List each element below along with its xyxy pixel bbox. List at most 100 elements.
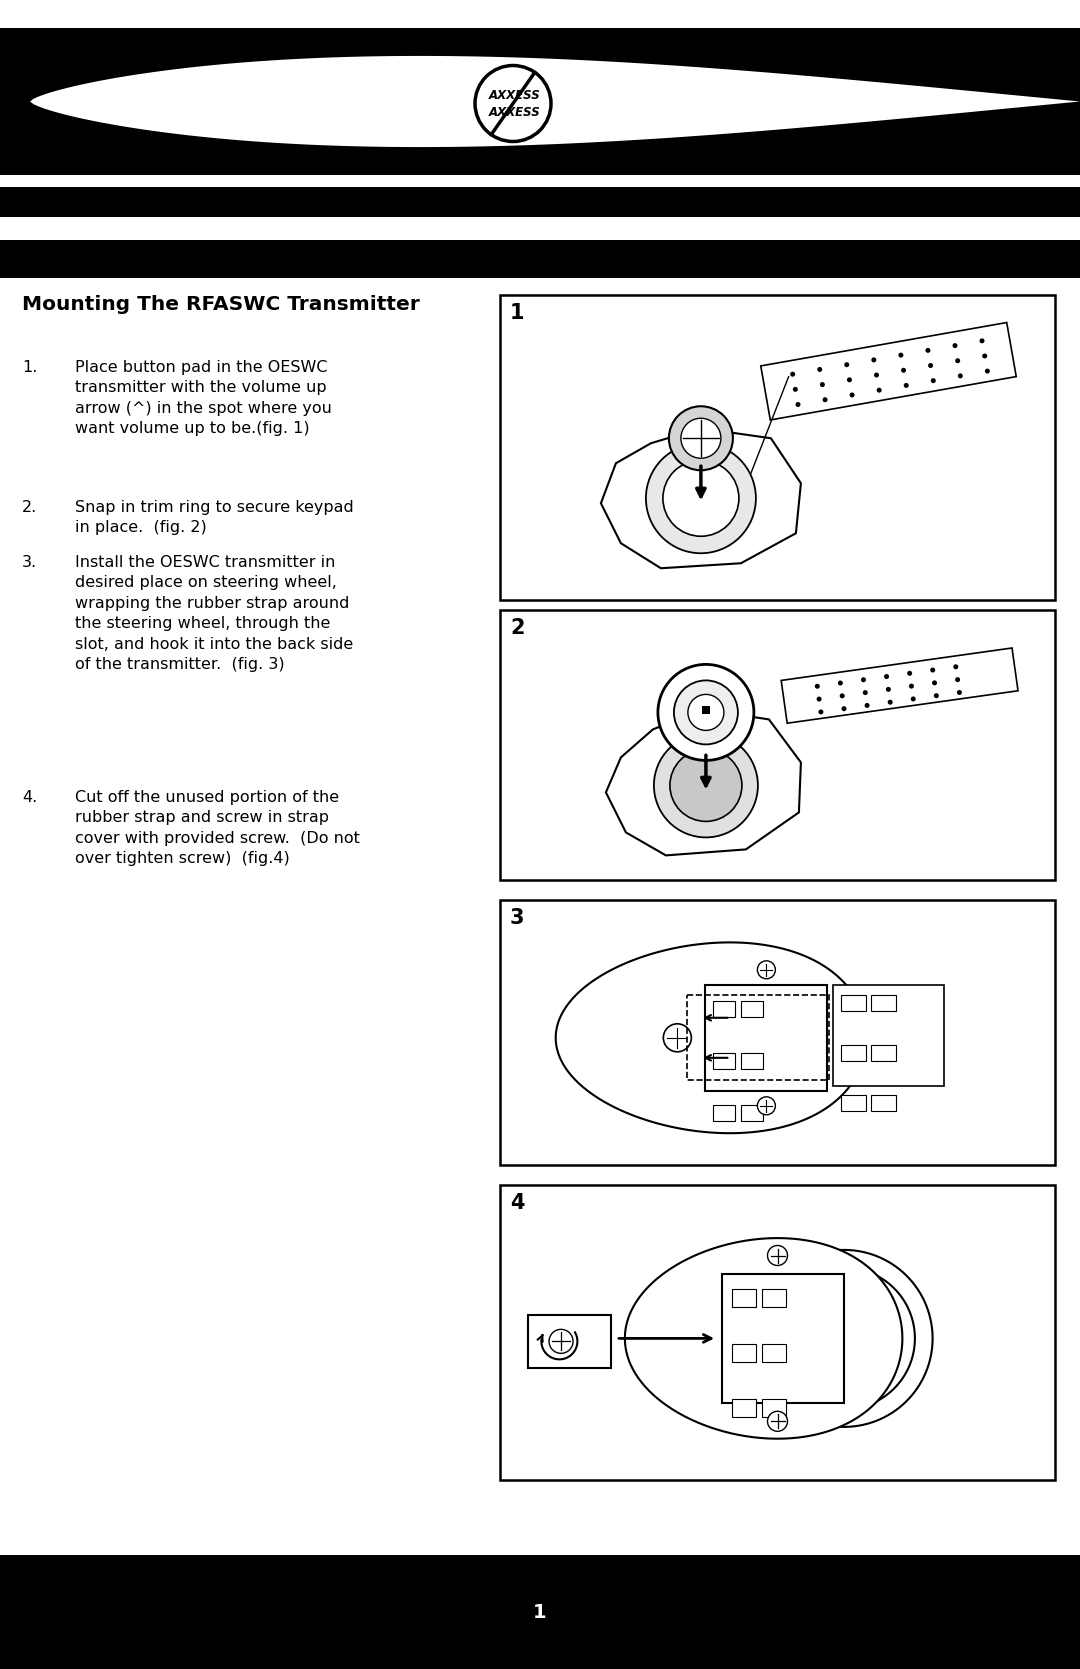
- Bar: [732, 1344, 756, 1362]
- Bar: [714, 1053, 735, 1068]
- Circle shape: [985, 369, 990, 374]
- Text: 1.: 1.: [22, 361, 38, 376]
- Circle shape: [861, 678, 866, 683]
- Circle shape: [847, 377, 852, 382]
- Circle shape: [838, 681, 842, 686]
- Bar: [0, 1556, 1080, 1669]
- Circle shape: [872, 357, 876, 362]
- Bar: [0, 240, 1080, 279]
- Bar: [714, 1105, 735, 1120]
- Circle shape: [820, 382, 825, 387]
- Bar: [500, 295, 1055, 599]
- Circle shape: [796, 402, 800, 407]
- Bar: [741, 1001, 764, 1016]
- Bar: [841, 995, 866, 1011]
- Polygon shape: [606, 709, 801, 856]
- Circle shape: [816, 696, 822, 701]
- Polygon shape: [556, 943, 866, 1133]
- Circle shape: [845, 362, 849, 367]
- Text: 3: 3: [510, 908, 525, 928]
- Circle shape: [957, 689, 962, 694]
- Text: 1: 1: [534, 1602, 546, 1622]
- Bar: [870, 995, 896, 1011]
- Text: 4: 4: [510, 1193, 525, 1213]
- Circle shape: [926, 347, 931, 352]
- Circle shape: [674, 681, 738, 744]
- Bar: [732, 1288, 756, 1307]
- Text: AXXESS: AXXESS: [489, 88, 541, 102]
- Circle shape: [791, 372, 795, 377]
- Circle shape: [885, 674, 889, 679]
- Circle shape: [793, 387, 798, 392]
- Bar: [741, 1105, 764, 1120]
- Circle shape: [954, 664, 958, 669]
- Circle shape: [663, 461, 739, 536]
- Text: Install the OESWC transmitter in
desired place on steering wheel,
wrapping the r: Install the OESWC transmitter in desired…: [75, 556, 353, 673]
- Bar: [762, 1288, 786, 1307]
- Text: Cut off the unused portion of the
rubber strap and screw in strap
cover with pro: Cut off the unused portion of the rubber…: [75, 789, 360, 866]
- Circle shape: [549, 1329, 573, 1354]
- Circle shape: [931, 379, 935, 384]
- Circle shape: [955, 359, 960, 364]
- Bar: [705, 985, 827, 1092]
- Circle shape: [768, 1412, 787, 1432]
- Bar: [702, 706, 710, 714]
- Text: 3.: 3.: [22, 556, 37, 571]
- Text: 4.: 4.: [22, 789, 37, 804]
- Bar: [687, 995, 829, 1080]
- Circle shape: [688, 694, 724, 731]
- Text: 2.: 2.: [22, 501, 37, 516]
- Circle shape: [901, 367, 906, 372]
- Bar: [870, 1045, 896, 1061]
- Polygon shape: [30, 57, 1080, 147]
- Circle shape: [757, 961, 775, 978]
- Bar: [762, 1399, 786, 1417]
- Circle shape: [757, 1097, 775, 1115]
- Bar: [841, 1095, 866, 1112]
- Circle shape: [980, 339, 985, 344]
- Circle shape: [907, 671, 913, 676]
- Circle shape: [475, 65, 551, 142]
- Circle shape: [814, 684, 820, 689]
- Circle shape: [909, 684, 914, 689]
- Circle shape: [888, 699, 893, 704]
- Bar: [741, 1053, 764, 1068]
- Circle shape: [818, 367, 822, 372]
- Bar: [723, 1273, 845, 1404]
- Text: Place button pad in the OESWC
transmitter with the volume up
arrow (^) in the sp: Place button pad in the OESWC transmitte…: [75, 361, 332, 436]
- Circle shape: [865, 703, 869, 708]
- Polygon shape: [760, 322, 1016, 421]
- Text: 1: 1: [510, 304, 525, 324]
- Circle shape: [958, 374, 963, 379]
- Bar: [0, 28, 1080, 175]
- Circle shape: [886, 688, 891, 693]
- Bar: [833, 985, 944, 1085]
- Circle shape: [658, 664, 754, 761]
- Polygon shape: [781, 648, 1018, 723]
- Circle shape: [663, 1023, 691, 1051]
- Circle shape: [670, 749, 742, 821]
- Circle shape: [910, 696, 916, 701]
- Bar: [500, 609, 1055, 880]
- Bar: [500, 1185, 1055, 1480]
- Circle shape: [863, 689, 867, 694]
- Polygon shape: [771, 1250, 932, 1427]
- Text: Mounting The RFASWC Transmitter: Mounting The RFASWC Transmitter: [22, 295, 420, 314]
- Circle shape: [953, 344, 958, 349]
- Polygon shape: [600, 429, 801, 567]
- Bar: [500, 900, 1055, 1165]
- Circle shape: [930, 668, 935, 673]
- Bar: [870, 1095, 896, 1112]
- Text: Snap in trim ring to secure keypad
in place.  (fig. 2): Snap in trim ring to secure keypad in pl…: [75, 501, 354, 536]
- Circle shape: [768, 1245, 787, 1265]
- Circle shape: [646, 444, 756, 552]
- Circle shape: [955, 678, 960, 683]
- Circle shape: [680, 419, 721, 459]
- Circle shape: [982, 354, 987, 359]
- Bar: [841, 1045, 866, 1061]
- Circle shape: [653, 733, 758, 838]
- Circle shape: [839, 693, 845, 698]
- Polygon shape: [643, 958, 787, 1117]
- Circle shape: [874, 372, 879, 377]
- Bar: [0, 187, 1080, 217]
